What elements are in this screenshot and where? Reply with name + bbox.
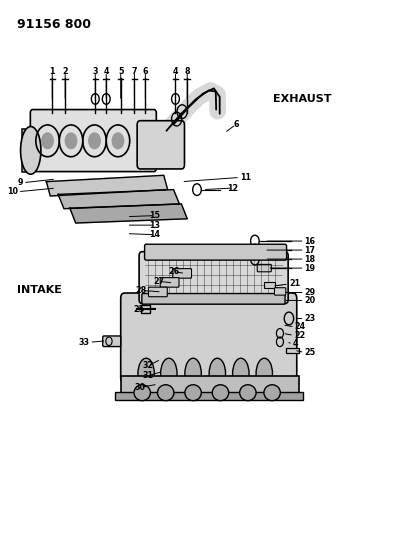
Ellipse shape [138, 358, 154, 389]
Text: 28: 28 [136, 286, 147, 295]
Text: 4: 4 [173, 67, 178, 76]
Text: 24: 24 [295, 322, 306, 332]
Text: 6: 6 [233, 120, 239, 129]
Text: 21: 21 [289, 279, 300, 288]
Ellipse shape [209, 358, 225, 389]
Text: 20: 20 [305, 296, 316, 305]
Text: 29: 29 [305, 288, 316, 297]
Ellipse shape [264, 385, 280, 401]
Polygon shape [70, 204, 187, 223]
Ellipse shape [158, 385, 174, 401]
Text: 10: 10 [7, 187, 18, 196]
Text: 32: 32 [143, 361, 154, 370]
Text: 9: 9 [17, 178, 23, 187]
Ellipse shape [212, 385, 229, 401]
Ellipse shape [185, 385, 201, 401]
Circle shape [112, 133, 124, 149]
FancyBboxPatch shape [103, 336, 121, 346]
Text: 30: 30 [135, 383, 146, 392]
Ellipse shape [185, 358, 201, 389]
Text: 5: 5 [118, 67, 123, 76]
Ellipse shape [20, 126, 41, 174]
Text: 2: 2 [62, 67, 68, 76]
Text: 91156 800: 91156 800 [17, 18, 91, 31]
Text: 26: 26 [169, 268, 180, 276]
Text: 25: 25 [305, 348, 316, 357]
Ellipse shape [232, 358, 249, 389]
FancyBboxPatch shape [275, 288, 286, 295]
Ellipse shape [161, 358, 177, 389]
Polygon shape [46, 175, 168, 196]
Text: 11: 11 [240, 173, 251, 182]
Text: 18: 18 [305, 255, 316, 264]
Text: 23: 23 [305, 314, 316, 323]
Bar [22, 128, 30, 172]
FancyBboxPatch shape [139, 252, 288, 304]
Bar [286, 348, 299, 353]
FancyBboxPatch shape [121, 293, 297, 383]
FancyBboxPatch shape [149, 287, 167, 297]
FancyBboxPatch shape [160, 278, 179, 287]
FancyBboxPatch shape [30, 110, 156, 172]
Polygon shape [58, 190, 179, 209]
Text: 3: 3 [93, 67, 98, 76]
Bar [141, 305, 150, 313]
Text: INTAKE: INTAKE [17, 285, 62, 295]
Text: 22: 22 [294, 331, 305, 340]
Text: 4: 4 [293, 340, 298, 349]
Text: EXHAUST: EXHAUST [273, 94, 332, 104]
Ellipse shape [134, 385, 151, 401]
Text: 19: 19 [305, 264, 316, 272]
Text: 6: 6 [143, 67, 148, 76]
Ellipse shape [256, 358, 273, 389]
Text: 27: 27 [153, 277, 164, 286]
Bar [264, 282, 275, 288]
Text: 15: 15 [149, 211, 160, 220]
Bar [115, 392, 303, 400]
Text: 25: 25 [134, 305, 145, 314]
Text: 17: 17 [305, 246, 316, 255]
FancyBboxPatch shape [257, 264, 271, 272]
Text: 7: 7 [132, 67, 137, 76]
Circle shape [89, 133, 100, 149]
Text: 14: 14 [149, 230, 160, 239]
Circle shape [65, 133, 77, 149]
Text: 4: 4 [104, 67, 109, 76]
Text: 33: 33 [78, 338, 89, 347]
FancyBboxPatch shape [173, 269, 191, 278]
Text: 1: 1 [50, 67, 55, 76]
Text: 16: 16 [305, 237, 316, 246]
Text: 13: 13 [149, 221, 160, 230]
FancyBboxPatch shape [145, 244, 286, 260]
Text: 12: 12 [227, 183, 238, 192]
Circle shape [42, 133, 54, 149]
FancyBboxPatch shape [142, 294, 285, 304]
Ellipse shape [240, 385, 256, 401]
Text: 8: 8 [184, 67, 190, 76]
FancyBboxPatch shape [137, 120, 184, 169]
Text: 31: 31 [143, 371, 154, 380]
Bar [121, 376, 299, 393]
